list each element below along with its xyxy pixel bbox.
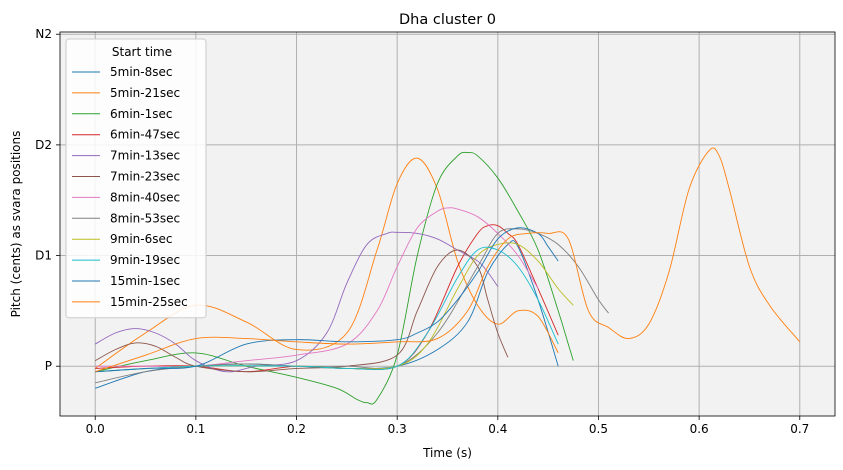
legend-label: 5min-8sec — [110, 65, 172, 79]
legend-items: 5min-8sec 5min-21sec 6min-1sec 6min-47sec 7m… — [72, 65, 188, 309]
series-line-5min-21sec — [94, 157, 559, 369]
legend-label: 9min-6sec — [110, 232, 172, 246]
legend-label: 15min-1sec — [110, 274, 180, 288]
x-axis-title: Time (s) — [422, 446, 472, 460]
x-tick-label: 0.1 — [186, 422, 205, 436]
legend-label: 8min-53sec — [110, 211, 180, 225]
y-axis-title: Pitch (cents) as svara positions — [9, 131, 23, 318]
y-tick-label: P — [45, 359, 52, 373]
series-layer — [94, 147, 801, 405]
legend-label: 8min-40sec — [110, 190, 180, 204]
chart-title: Dha cluster 0 — [399, 12, 496, 28]
series-line-15min-25sec — [95, 147, 801, 373]
series-line-8min-40sec — [95, 207, 539, 368]
legend: Start time 5min-8sec 5min-21sec 6min-1sec 6… — [65, 38, 207, 319]
y-tick-label: D2 — [35, 138, 52, 152]
series-line-9min-19sec — [95, 246, 559, 373]
legend-label: 7min-13sec — [110, 149, 180, 163]
x-tick-label: 0.5 — [589, 422, 608, 436]
legend-label: 9min-19sec — [110, 253, 180, 267]
x-tick-label: 0.6 — [690, 422, 709, 436]
plot-frame — [59, 31, 836, 417]
x-tick-label: 0.3 — [388, 422, 407, 436]
x-tick-label: 0.7 — [790, 422, 809, 436]
series-line-8min-53sec — [95, 228, 609, 384]
legend-title: Start time — [112, 45, 172, 59]
legend-label: 15min-25sec — [110, 295, 188, 309]
legend-label: 6min-47sec — [110, 128, 180, 142]
legend-box — [65, 38, 207, 319]
legend-label: 5min-21sec — [110, 86, 180, 100]
y-axis: P D1 D2 N2 — [35, 27, 60, 373]
series-line-15min-1sec — [95, 227, 559, 373]
legend-label: 6min-1sec — [110, 107, 172, 121]
y-tick-label: N2 — [35, 27, 52, 41]
y-tick-label: D1 — [35, 249, 52, 263]
x-tick-label: 0.0 — [86, 422, 105, 436]
x-axis: 0.0 0.1 0.2 0.3 0.4 0.5 0.6 0.7 — [86, 416, 809, 436]
legend-label: 7min-23sec — [110, 170, 180, 184]
x-tick-label: 0.4 — [488, 422, 507, 436]
x-tick-label: 0.2 — [287, 422, 306, 436]
series-line-7min-13sec — [95, 231, 499, 373]
